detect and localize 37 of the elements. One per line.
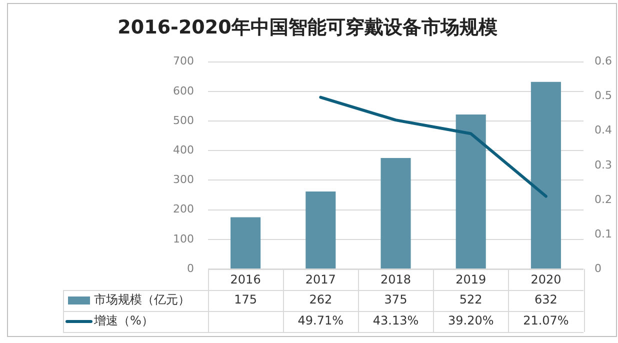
x-tick-label: 2016 bbox=[230, 272, 261, 286]
bar bbox=[230, 217, 261, 268]
data-label: 175 bbox=[234, 292, 258, 307]
y-tick-label: 100 bbox=[173, 232, 194, 246]
bar bbox=[306, 191, 336, 268]
y2-tick-label: 0.5 bbox=[594, 89, 612, 102]
y-tick-label: 500 bbox=[173, 114, 194, 127]
chart-title: 2016-2020年中国智能可穿戴设备市场规模 bbox=[118, 16, 498, 38]
bar bbox=[456, 114, 486, 268]
data-label: 632 bbox=[534, 292, 558, 307]
y2-tick-label: 0 bbox=[594, 262, 602, 275]
legend-label: 市场规模（亿元） bbox=[94, 292, 190, 307]
data-label: 522 bbox=[459, 292, 482, 307]
data-label: 375 bbox=[384, 292, 408, 307]
y-tick-label: 400 bbox=[173, 143, 194, 156]
y-tick-label: 0 bbox=[187, 262, 194, 275]
y-tick-label: 700 bbox=[173, 54, 194, 68]
data-label: 49.71% bbox=[298, 314, 344, 328]
y2-tick-label: 0.2 bbox=[594, 192, 612, 206]
y-tick-label: 200 bbox=[173, 202, 194, 216]
x-tick-label: 2020 bbox=[530, 272, 562, 286]
y2-tick-label: 0.6 bbox=[594, 54, 612, 68]
data-label: 43.13% bbox=[372, 314, 419, 328]
x-tick-label: 2018 bbox=[380, 272, 412, 286]
y2-tick-label: 0.1 bbox=[594, 227, 612, 240]
data-label: 262 bbox=[309, 292, 332, 307]
y2-tick-label: 0.3 bbox=[594, 158, 612, 172]
data-label: 21.07% bbox=[523, 314, 569, 328]
y2-tick-label: 0.4 bbox=[594, 124, 612, 137]
y-tick-label: 300 bbox=[173, 173, 194, 186]
bar bbox=[530, 82, 561, 268]
x-tick-label: 2019 bbox=[456, 272, 486, 286]
y-tick-label: 600 bbox=[173, 84, 194, 98]
x-tick-label: 2017 bbox=[305, 272, 336, 286]
data-label: 39.20% bbox=[448, 314, 494, 328]
legend-label: 增速（%） bbox=[93, 314, 154, 328]
bar bbox=[380, 158, 411, 268]
